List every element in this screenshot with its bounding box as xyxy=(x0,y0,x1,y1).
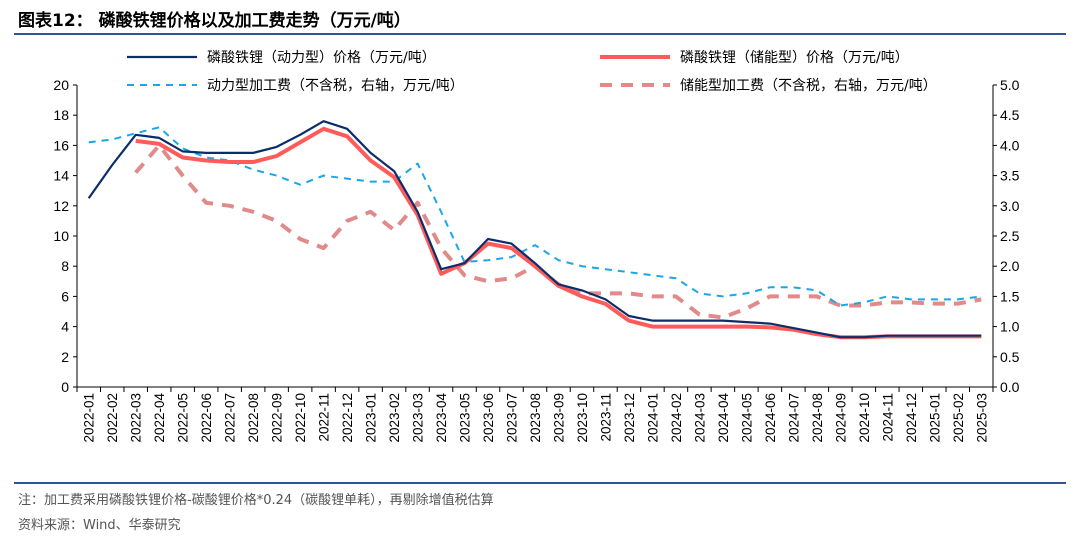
y-left-tick-label: 18 xyxy=(53,107,69,123)
x-tick-label: 2022-10 xyxy=(293,393,308,443)
x-tick-label: 2022-06 xyxy=(199,393,214,443)
x-tick-label: 2024-03 xyxy=(692,393,707,443)
x-tick-label: 2024-09 xyxy=(833,393,848,443)
legend-label: 动力型加工费（不含税，右轴，万元/吨） xyxy=(207,78,464,94)
y-left-tick-label: 4 xyxy=(61,319,69,335)
x-tick-label: 2022-04 xyxy=(152,393,167,443)
x-tick-label: 2025-02 xyxy=(951,393,966,443)
top-rule xyxy=(14,33,1066,35)
legend-label: 储能型加工费（不含税，右轴，万元/吨） xyxy=(680,78,937,94)
x-tick-label: 2023-07 xyxy=(505,393,520,443)
x-tick-label: 2022-09 xyxy=(270,393,285,443)
x-tick-label: 2024-06 xyxy=(763,393,778,443)
y-right-tick-label: 1.0 xyxy=(1000,319,1020,335)
source-note: 资料来源：Wind、华泰研究 xyxy=(18,518,181,533)
y-left-tick-label: 0 xyxy=(61,379,69,395)
x-tick-label: 2024-08 xyxy=(810,393,825,443)
y-left-tick-label: 8 xyxy=(61,258,69,274)
legend-label: 磷酸铁锂（动力型）价格（万元/吨） xyxy=(207,50,436,66)
x-tick-label: 2023-10 xyxy=(575,393,590,443)
y-left-tick-label: 16 xyxy=(53,137,69,153)
x-tick-label: 2025-01 xyxy=(927,393,942,443)
x-tick-label: 2023-03 xyxy=(411,393,426,443)
x-tick-label: 2022-08 xyxy=(246,393,261,443)
y-right-tick-label: 2.5 xyxy=(1000,228,1020,244)
y-right-tick-label: 0.5 xyxy=(1000,349,1020,365)
x-tick-label: 2024-02 xyxy=(669,393,684,443)
y-right-tick-label: 4.0 xyxy=(1000,137,1020,153)
x-tick-label: 2023-11 xyxy=(598,393,613,442)
x-tick-label: 2022-12 xyxy=(340,393,355,443)
y-left-tick-label: 14 xyxy=(53,168,69,184)
legend-label: 磷酸铁锂（储能型）价格（万元/吨） xyxy=(680,50,909,66)
y-left-tick-label: 20 xyxy=(53,77,69,93)
y-right-tick-label: 0.0 xyxy=(1000,379,1020,395)
y-left-tick-label: 10 xyxy=(53,228,69,244)
series-power-fee-line xyxy=(88,126,982,307)
y-left-tick-label: 12 xyxy=(53,198,69,214)
y-right-tick-label: 3.0 xyxy=(1000,198,1020,214)
y-right-tick-label: 4.5 xyxy=(1000,107,1020,123)
x-tick-label: 2024-11 xyxy=(880,393,895,442)
footnote: 注：加工费采用磷酸铁锂价格-碳酸锂价格*0.24（碳酸锂单耗），再剔除增值税估算 xyxy=(18,493,494,508)
x-tick-label: 2024-05 xyxy=(739,393,754,443)
x-tick-label: 2025-03 xyxy=(974,393,989,443)
x-tick-label: 2022-01 xyxy=(82,393,97,443)
series-power-price-line xyxy=(87,120,982,339)
y-right-tick-label: 2.0 xyxy=(1000,258,1020,274)
x-tick-label: 2023-04 xyxy=(434,393,449,443)
x-tick-label: 2024-07 xyxy=(786,393,801,443)
figure-title: 图表12： 磷酸铁锂价格以及加工费走势（万元/吨） xyxy=(18,11,411,31)
y-right-tick-label: 5.0 xyxy=(1000,77,1020,93)
y-right-tick-label: 1.5 xyxy=(1000,288,1020,304)
bottom-rule xyxy=(14,482,1066,484)
x-tick-label: 2023-01 xyxy=(364,393,379,443)
x-tick-label: 2023-08 xyxy=(528,393,543,443)
x-tick-label: 2023-02 xyxy=(387,393,402,443)
y-right-tick-label: 3.5 xyxy=(1000,168,1020,184)
x-tick-label: 2023-06 xyxy=(481,393,496,443)
x-tick-label: 2023-12 xyxy=(622,393,637,443)
x-tick-label: 2022-11 xyxy=(317,393,332,442)
x-tick-label: 2024-04 xyxy=(716,393,731,443)
x-tick-label: 2022-03 xyxy=(129,393,144,443)
x-tick-label: 2022-07 xyxy=(223,393,238,443)
x-tick-label: 2024-01 xyxy=(645,393,660,443)
x-tick-label: 2023-09 xyxy=(551,393,566,443)
x-tick-label: 2024-10 xyxy=(857,393,872,443)
x-tick-label: 2022-05 xyxy=(176,393,191,443)
y-left-tick-label: 6 xyxy=(61,288,69,304)
x-tick-label: 2023-05 xyxy=(458,393,473,443)
x-tick-label: 2024-12 xyxy=(904,393,919,443)
x-tick-label: 2022-02 xyxy=(105,393,120,443)
y-left-tick-label: 2 xyxy=(61,349,69,365)
